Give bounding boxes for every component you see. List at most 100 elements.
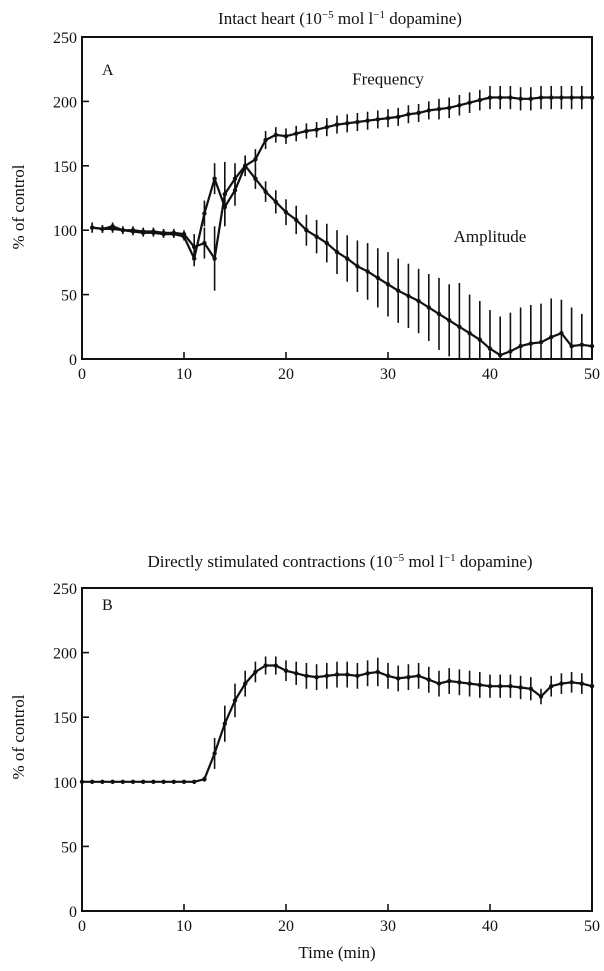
panel-a-amplitude-point (120, 228, 126, 233)
panel-b: Directly stimulated contractions (10−5 m… (9, 552, 600, 962)
panel-a-frequency-point (518, 96, 523, 102)
panel-a: Intact heart (10−5 mol l−1 dopamine) A %… (9, 9, 600, 383)
panel-a-amplitude-point (141, 229, 146, 234)
panel-b-series-point (273, 663, 278, 668)
panel-a-amplitude-point (334, 249, 340, 255)
panel-a-x-tick-label: 10 (176, 366, 192, 383)
panel-a-amplitude-point (345, 256, 350, 261)
panel-a-amplitude-point (161, 230, 166, 235)
panel-a-frequency-point (559, 95, 564, 100)
panel-b-y-tick-label: 0 (69, 904, 77, 921)
panel-a-amplitude-point (487, 346, 493, 351)
panel-b-series-point (141, 779, 146, 784)
panel-a-frequency-point (304, 128, 309, 134)
panel-a-amplitude-point (181, 231, 187, 237)
panel-b-x-tick-label: 40 (482, 918, 498, 935)
panel-a-frequency-point (508, 95, 513, 100)
panel-a-plot-frame (81, 36, 593, 360)
panel-b-y-tick-label: 250 (53, 581, 77, 598)
panel-b-data (79, 656, 595, 784)
panel-b-series-point (171, 779, 176, 784)
panel-b-series-point (100, 779, 105, 784)
panel-b-series-point (222, 721, 227, 726)
panel-b-x-axis-label: Time (min) (298, 943, 375, 962)
panel-a-frequency-point (447, 105, 452, 111)
panel-a-y-tick-label: 250 (53, 30, 77, 47)
panel-b-series-point (314, 674, 319, 680)
panel-b-series-point (426, 677, 431, 682)
panel-b-series-point (579, 681, 584, 686)
panel-b-series-point (436, 681, 442, 686)
panel-a-amplitude-point (498, 352, 503, 358)
panel-b-series-point (589, 683, 595, 689)
panel-a-amplitude-point (232, 176, 238, 181)
panel-b-x-tick-label: 30 (380, 918, 396, 935)
panel-a-amplitude-point (559, 331, 564, 336)
panel-b-series-point (457, 680, 462, 685)
panel-a-amplitude-point (151, 229, 156, 234)
panel-b-series-point (538, 694, 544, 699)
panel-b-series-point (518, 685, 523, 690)
panel-a-data (90, 85, 595, 359)
panel-b-series-point (283, 668, 289, 673)
panel-b-series-point (151, 779, 156, 784)
panel-a-amplitude-point (263, 189, 268, 194)
panel-b-series-point (232, 698, 238, 703)
panel-a-frequency-point (416, 110, 421, 116)
panel-a-amplitude-point (457, 324, 462, 329)
panel-b-y-tick-label: 50 (61, 839, 77, 856)
panel-a-amplitude-point (192, 244, 197, 250)
panel-b-series-point (345, 672, 350, 677)
panel-a-amplitude-point (518, 343, 523, 349)
panel-a-frequency-point (396, 114, 401, 120)
panel-a-amplitude-point (396, 288, 401, 293)
panel-b-title: Directly stimulated contractions (10−5 m… (147, 552, 532, 571)
panel-a-frequency-point (406, 112, 411, 117)
panel-a-amplitude-point (222, 191, 227, 197)
panel-a-amplitude-point (467, 331, 472, 336)
panel-a-amplitude-point (569, 343, 574, 349)
panel-b-series-point (355, 673, 360, 679)
panel-b-series-point (477, 682, 482, 688)
panel-b-y-tick-label: 150 (53, 710, 77, 727)
panel-b-series-point (559, 681, 564, 686)
panel-b-series-point (79, 779, 85, 784)
panel-a-y-tick-label: 0 (69, 352, 77, 369)
panel-a-x-tick-label: 30 (380, 366, 396, 383)
panel-b-plot-frame (81, 587, 593, 912)
panel-b-series-point (385, 673, 391, 679)
panel-a-y-tick-label: 100 (53, 223, 77, 240)
panel-b-series-point (365, 671, 370, 676)
panel-b-series-point (161, 779, 166, 784)
panel-a-frequency-point (477, 97, 482, 103)
panel-a-frequency-point (579, 95, 584, 100)
panel-a-amplitude-point (549, 334, 554, 340)
panel-b-series-point (406, 674, 411, 680)
panel-a-amplitude-point (294, 217, 299, 223)
frequency-annotation: Frequency (352, 70, 424, 89)
panel-a-amplitude-point (477, 337, 482, 342)
panel-a-frequency-point (549, 95, 554, 100)
panel-a-y-axis-label: % of control (9, 164, 28, 249)
panel-b-series-point (447, 678, 452, 684)
panel-b-series-point (202, 777, 207, 782)
panel-a-amplitude-point (447, 318, 452, 323)
panel-b-y-tick-label: 100 (53, 775, 77, 792)
panel-a-frequency-point (263, 137, 268, 143)
panel-b-series-point (569, 680, 574, 685)
amplitude-annotation: Amplitude (454, 227, 527, 246)
panel-a-amplitude-point (528, 341, 533, 346)
panel-a-frequency-point (426, 108, 431, 113)
panel-a-title: Intact heart (10−5 mol l−1 dopamine) (218, 9, 462, 28)
panel-a-y-tick-label: 200 (53, 94, 77, 111)
panel-a-amplitude-point (416, 298, 421, 304)
panel-b-series-point (130, 779, 136, 784)
panel-a-frequency-point (436, 106, 442, 112)
panel-b-series-point (110, 779, 115, 784)
panel-b-series-point (498, 683, 503, 689)
panel-b-series-point (304, 673, 309, 679)
panel-b-series-point (528, 686, 533, 691)
panel-b-series-point (396, 676, 401, 681)
panel-b-series-point (263, 663, 268, 668)
